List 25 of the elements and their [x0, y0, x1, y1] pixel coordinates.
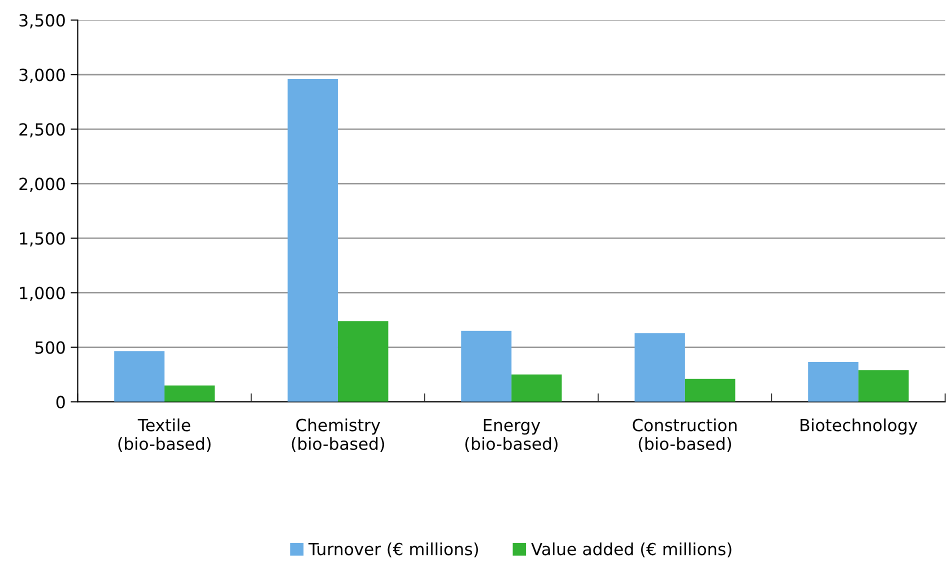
bar [164, 385, 215, 402]
x-tick-label: Chemistry (bio-based) [292, 418, 384, 452]
legend-label: Value added (€ millions) [531, 542, 732, 558]
y-tick-label: 2,500 [19, 123, 65, 138]
y-tick-label: 3,000 [19, 68, 65, 83]
bar [114, 351, 164, 402]
bar [461, 330, 512, 402]
bar [808, 362, 858, 402]
y-tick-label: 1,500 [20, 232, 65, 246]
bar [684, 378, 736, 402]
bar [634, 333, 685, 402]
x-tick-label: Construction (bio-based) [632, 418, 737, 452]
x-tick-label: Energy (bio-based) [465, 418, 558, 452]
y-tick-label: 500 [35, 341, 65, 354]
bar [338, 321, 388, 402]
y-tick-label: 1,000 [20, 286, 65, 302]
x-tick-label: Textile (bio-based) [118, 418, 211, 452]
bar [288, 78, 338, 402]
x-tick-label: Biotechnology [800, 418, 918, 435]
y-tick-label: 0 [56, 396, 65, 408]
y-tick-label: 3,500 [19, 14, 65, 28]
legend-label: Turnover (€ millions) [308, 542, 478, 558]
bar [858, 370, 909, 402]
y-tick-label: 2,000 [19, 178, 65, 192]
bar [511, 374, 562, 402]
